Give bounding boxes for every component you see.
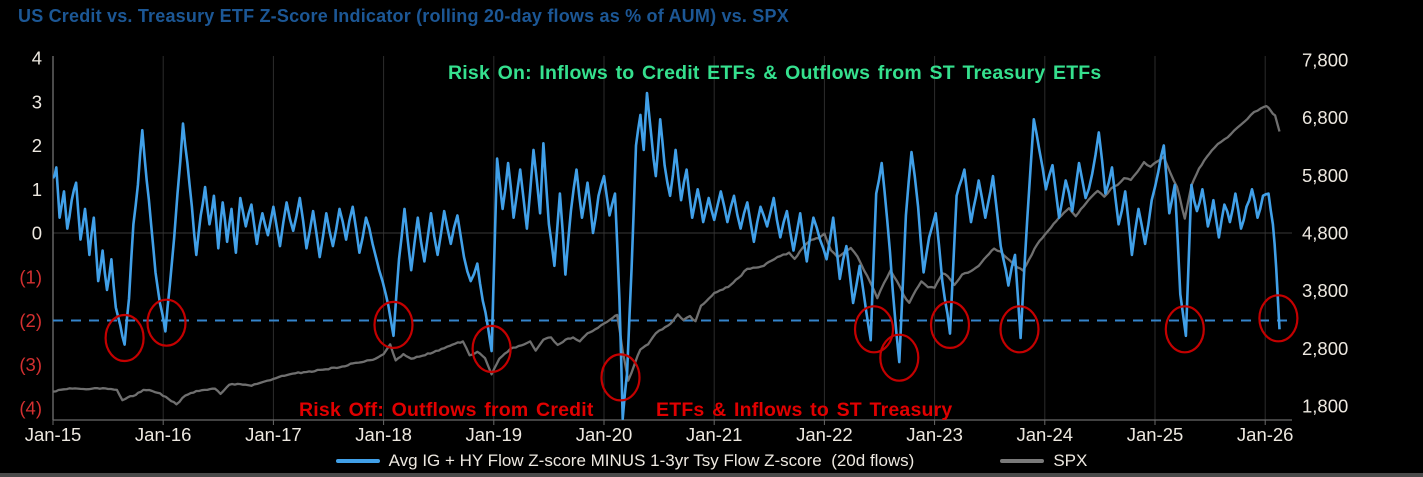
zscore-line [53,91,1281,420]
x-axis-tick-label: Jan-19 [466,424,523,445]
x-axis-tick-label: Jan-26 [1237,424,1294,445]
right-axis-tick-label: 3,800 [1302,280,1348,301]
legend-item-zscore: Avg IG + HY Flow Z-score MINUS 1-3yr Tsy… [335,451,915,471]
right-axis-tick-label: 4,800 [1302,223,1348,244]
spx-line-swatch-icon [1000,459,1045,463]
right-axis-tick-label: 5,800 [1302,165,1348,186]
risk-off-circle [999,305,1040,354]
risk-off-circle [373,300,414,349]
legend: Avg IG + HY Flow Z-score MINUS 1-3yr Tsy… [0,451,1423,471]
left-axis-tick-label: (1) [19,266,42,287]
legend-label-spx: SPX [1053,451,1088,470]
left-axis-tick-label: 3 [32,91,42,112]
annotation-risk-off-left: Risk Off: Outflows from Credit [299,399,594,421]
right-axis-tick-label: 6,800 [1302,107,1348,128]
x-axis-tick-label: Jan-16 [135,424,192,445]
x-axis-tick-label: Jan-24 [1017,424,1074,445]
zscore-line-swatch-icon [335,459,380,463]
x-axis-tick-label: Jan-21 [686,424,743,445]
annotation-risk-off-right: ETFs & Inflows to ST Treasury [656,399,953,421]
x-axis-tick-label: Jan-20 [576,424,633,445]
risk-off-circle [104,313,145,363]
risk-off-circle [600,353,641,402]
risk-off-circle [471,324,512,373]
right-axis-tick-label: 1,800 [1302,396,1348,417]
x-axis-tick-label: Jan-25 [1127,424,1184,445]
left-axis-tick-label: (3) [19,354,42,375]
left-axis-tick-label: 4 [32,48,42,69]
left-axis-tick-label: 1 [32,179,42,200]
right-axis-tick-label: 2,800 [1302,338,1348,359]
legend-item-spx: SPX [1000,451,1087,471]
risk-off-circle [1258,294,1299,343]
x-axis-tick-label: Jan-23 [906,424,963,445]
annotation-risk-on: Risk On: Inflows to Credit ETFs & Outflo… [448,62,1102,84]
left-axis-tick-label: (2) [19,310,42,331]
spx-line [53,104,1281,406]
left-axis-tick-label: 0 [32,223,42,244]
legend-label-zscore: Avg IG + HY Flow Z-score MINUS 1-3yr Tsy… [388,451,915,470]
x-axis-tick-label: Jan-22 [796,424,853,445]
left-axis-tick-label: 2 [32,135,42,156]
page-title: US Credit vs. Treasury ETF Z-Score Indic… [18,6,789,26]
risk-off-circle [879,333,920,382]
window-bottom-edge [0,473,1423,477]
risk-off-circle [146,298,187,347]
x-axis-tick-label: Jan-18 [355,424,412,445]
x-axis-tick-label: Jan-17 [245,424,302,445]
risk-off-circle [929,300,971,349]
risk-off-circle [853,305,895,354]
left-axis-tick-label: (4) [19,398,42,419]
right-axis-tick-label: 7,800 [1302,50,1348,71]
x-axis-tick-label: Jan-15 [25,424,82,445]
risk-off-circle [1164,305,1205,354]
